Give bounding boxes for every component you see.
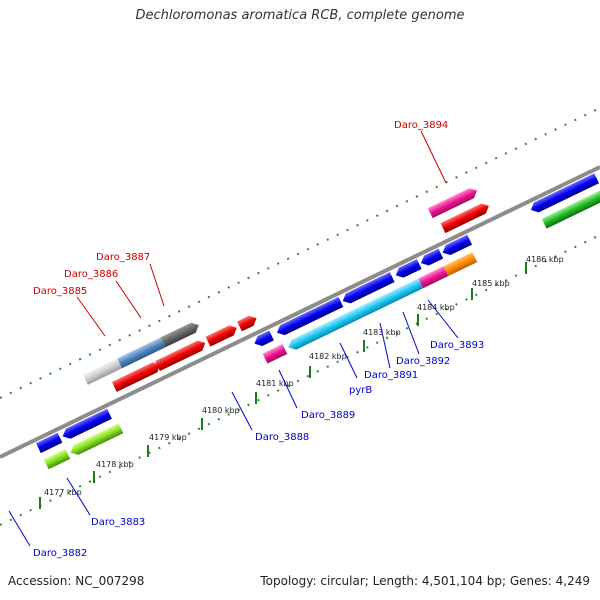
gene-label-daro-3885[interactable]: Daro_3885 <box>33 286 87 297</box>
tick-label: 4184 kbp <box>417 303 455 312</box>
gene-label-daro-3894[interactable]: Daro_3894 <box>394 120 448 131</box>
tick-label: 4178 kbp <box>96 460 134 469</box>
gene-label-daro-3889[interactable]: Daro_3889 <box>301 410 355 421</box>
genome-summary-text: Topology: circular; Length: 4,501,104 bp… <box>260 574 590 588</box>
gene-daro-3889[interactable] <box>275 291 363 354</box>
tick-label: 4181 kbp <box>256 379 294 388</box>
gene-daro-3882[interactable] <box>35 432 71 470</box>
gene-daro-3883[interactable] <box>60 407 124 457</box>
gene-label-daro-3886[interactable]: Daro_3886 <box>64 269 118 280</box>
tick-label: 4182 kbp <box>309 352 347 361</box>
gene-label-daro-3893[interactable]: Daro_3893 <box>430 340 484 351</box>
tick-label: 4177 kbp <box>44 488 82 497</box>
tick-label: 4186 kbp <box>526 255 564 264</box>
tick-label: 4185 kbp <box>472 279 510 288</box>
gene-daro-3891[interactable] <box>393 259 422 280</box>
tick-label: 4179 kbp <box>149 433 187 442</box>
gene-label-daro-3888[interactable]: Daro_3888 <box>255 432 309 443</box>
gene-daro-3885[interactable] <box>82 343 163 402</box>
gene-daro-3893[interactable] <box>436 234 480 277</box>
accession-text: Accession: NC_007298 <box>8 574 145 588</box>
gene-daro-3892[interactable] <box>411 248 452 289</box>
label-leaders <box>8 130 459 547</box>
gene-label-daro-3892[interactable]: Daro_3892 <box>396 356 450 367</box>
gene-label-daro-3891[interactable]: Daro_3891 <box>364 370 418 381</box>
gene-label-daro-3883[interactable]: Daro_3883 <box>91 517 145 528</box>
gene-daro-3888[interactable] <box>252 328 288 365</box>
gene-label-pyrB[interactable]: pyrB <box>349 385 372 396</box>
gene-label-daro-3887[interactable]: Daro_3887 <box>96 252 150 263</box>
gene-daro-3894[interactable] <box>427 184 491 235</box>
forward-tick-track <box>0 107 600 399</box>
tick-label: 4180 kbp <box>202 406 240 415</box>
gene-daro-3887[interactable] <box>160 296 259 364</box>
gene-pyrB[interactable] <box>340 262 424 322</box>
gene-daro-3886[interactable] <box>117 321 207 385</box>
reverse-tick-track <box>0 234 600 526</box>
figure-title: Dechloromonas aromatica RCB, complete ge… <box>135 8 465 23</box>
major-ticks <box>39 262 527 509</box>
gene-label-daro-3882[interactable]: Daro_3882 <box>33 548 87 559</box>
gene-right-edge[interactable] <box>528 173 600 231</box>
backbone <box>0 165 600 459</box>
